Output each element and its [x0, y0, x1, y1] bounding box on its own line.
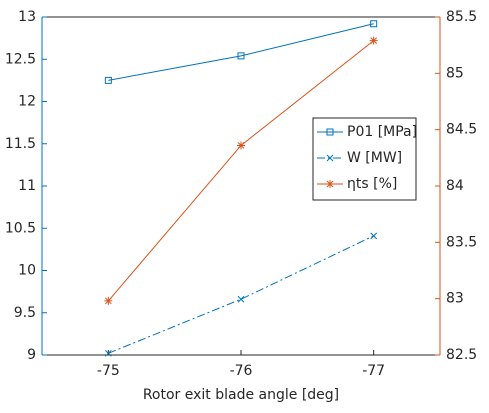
x-axis-label: Rotor exit blade angle [deg] — [143, 387, 339, 403]
y-tick-label: 9.5 — [14, 305, 36, 321]
legend-label: ηts [%] — [347, 176, 397, 192]
x-tick-label: -76 — [230, 363, 253, 379]
legend-label: W [MW] — [347, 150, 402, 166]
y-tick-label: 11 — [18, 178, 36, 194]
y-tick-label: 11.5 — [5, 136, 36, 152]
marker — [237, 141, 245, 150]
legend-label: P01 [MPa] — [347, 124, 417, 140]
y2-tick-label: 85.5 — [446, 9, 477, 25]
y2-tick-label: 82.5 — [446, 347, 477, 363]
marker — [326, 154, 334, 162]
series-line — [108, 235, 374, 354]
marker — [326, 128, 334, 136]
y-tick-label: 10 — [18, 263, 36, 279]
marker — [237, 52, 245, 60]
y2-tick-label: 85 — [446, 65, 464, 81]
y-tick-label: 10.5 — [5, 220, 36, 236]
x-tick-label: -75 — [97, 363, 120, 379]
marker — [370, 20, 378, 28]
marker — [326, 180, 334, 188]
marker — [104, 76, 112, 84]
y-tick-label: 9 — [27, 347, 36, 363]
marker — [369, 36, 378, 45]
x-tick-label: -77 — [362, 363, 385, 379]
y2-tick-label: 83.5 — [446, 234, 477, 250]
y2-tick-label: 84.5 — [446, 122, 477, 138]
series-line — [108, 23, 374, 81]
marker — [104, 296, 113, 305]
marker — [370, 232, 378, 240]
y-tick-label: 12.5 — [5, 51, 36, 67]
marker — [237, 295, 245, 303]
y-tick-label: 12 — [18, 94, 36, 110]
y2-tick-label: 84 — [446, 178, 464, 194]
y-tick-label: 13 — [18, 9, 36, 25]
marker — [104, 349, 112, 357]
y2-tick-label: 83 — [446, 291, 464, 307]
